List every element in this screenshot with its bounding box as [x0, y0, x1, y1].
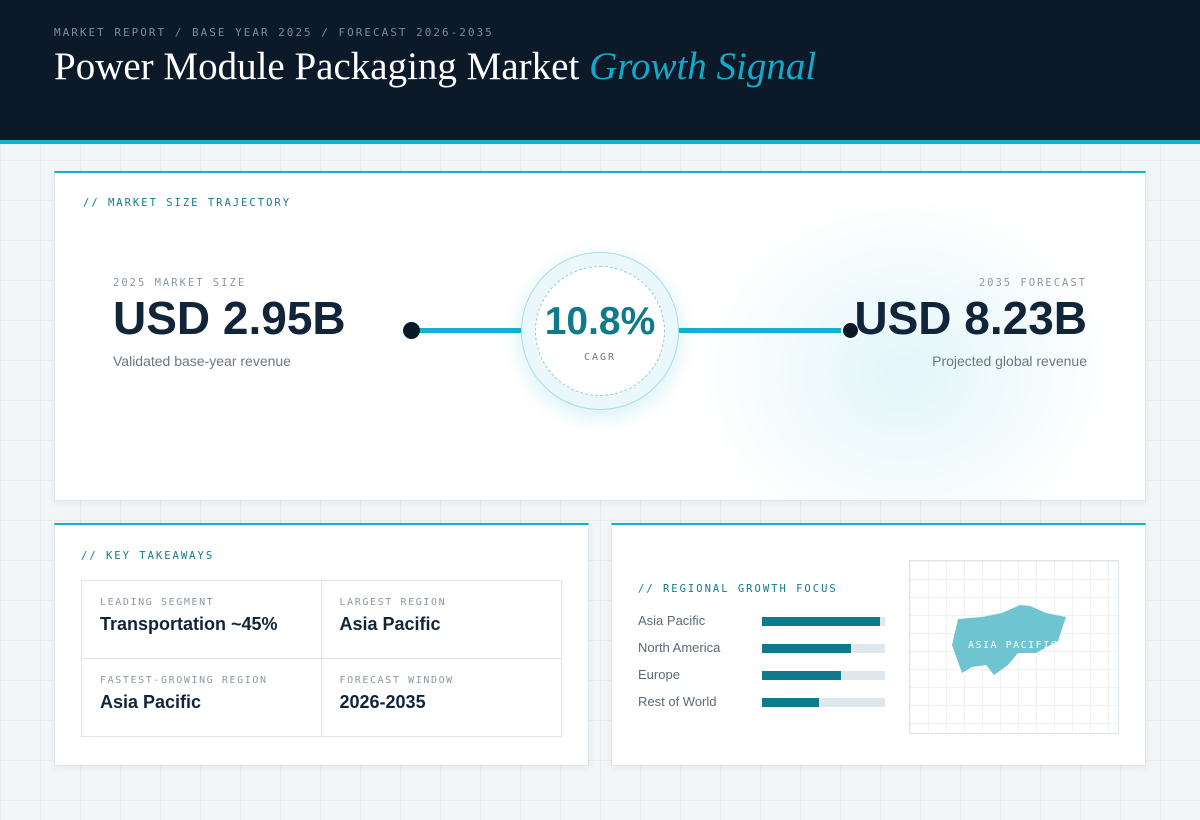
page-title: Power Module Packaging Market Growth Sig… [54, 44, 816, 89]
cagr-label: CAGR [583, 352, 617, 363]
region-bar-label: Rest of World [638, 694, 717, 709]
region-bar-row: Rest of World [638, 692, 888, 719]
asia-pacific-map: ASIA PACIFIC [909, 560, 1119, 734]
cagr-value: 10.8% [544, 300, 656, 343]
takeaway-label: LARGEST REGION [339, 597, 447, 608]
region-bar-row: North America [638, 638, 888, 665]
base-year-block: 2025 MARKET SIZE USD 2.95B Validated bas… [113, 277, 346, 369]
region-bar-fill [762, 644, 851, 653]
trajectory-section-label: // MARKET SIZE TRAJECTORY [83, 197, 292, 209]
region-bar-label: Europe [638, 667, 680, 682]
takeaway-cell-forecast-window: FORECAST WINDOW 2026-2035 [322, 659, 562, 737]
base-year-value: USD 2.95B [113, 292, 346, 344]
takeaway-value: Transportation ~45% [100, 614, 278, 634]
takeaway-value: Asia Pacific [339, 614, 441, 634]
base-year-kicker: 2025 MARKET SIZE [113, 277, 247, 289]
takeaway-value: 2026-2035 [339, 691, 426, 712]
forecast-block: 2035 FORECAST USD 8.23B Projected global… [854, 277, 1087, 369]
key-takeaways-card: // KEY TAKEAWAYS LEADING SEGMENT Transpo… [54, 523, 589, 766]
takeaway-value: Asia Pacific [100, 691, 202, 712]
regional-growth-card: // REGIONAL GROWTH FOCUS Asia Pacific Nor… [611, 523, 1146, 766]
region-bar-label: North America [638, 640, 721, 655]
takeaway-label: FASTEST-GROWING REGION [100, 674, 268, 686]
region-bar-track [762, 644, 885, 653]
forecast-value: USD 8.23B [854, 292, 1087, 344]
region-bar-fill [762, 617, 881, 626]
takeaways-grid: LEADING SEGMENT Transportation ~45% LARG… [81, 580, 562, 737]
region-bar-row: Asia Pacific [638, 611, 888, 638]
takeaways-section-label: // KEY TAKEAWAYS [81, 550, 215, 562]
map-region-label: ASIA PACIFIC [968, 640, 1059, 651]
forecast-caption: Projected global revenue [932, 353, 1087, 369]
forecast-kicker: 2035 FORECAST [978, 277, 1087, 289]
asia-pacific-map-icon [952, 605, 1066, 675]
takeaway-cell-largest-region: LARGEST REGION Asia Pacific [321, 581, 561, 659]
takeaway-cell-leading-segment: LEADING SEGMENT Transportation ~45% [82, 581, 322, 659]
region-bar-track [762, 671, 885, 680]
end-point-dot [841, 321, 860, 340]
market-size-trajectory-card: // MARKET SIZE TRAJECTORY 2025 MARKET SI… [54, 171, 1146, 501]
takeaway-label: LEADING SEGMENT [100, 597, 215, 608]
report-header: MARKET REPORT / BASE YEAR 2025 / FORECAS… [0, 0, 1200, 144]
cagr-badge: 10.8% CAGR [521, 252, 679, 410]
regional-bar-list: Asia Pacific North America Europe Rest of W… [638, 611, 888, 719]
title-accent: Growth Signal [589, 45, 817, 88]
region-bar-track [762, 698, 885, 707]
takeaway-label: FORECAST WINDOW [339, 674, 454, 686]
base-year-caption: Validated base-year revenue [113, 353, 291, 369]
regional-section-label: // REGIONAL GROWTH FOCUS [638, 583, 838, 595]
cagr-inner-circle: 10.8% CAGR [535, 266, 665, 396]
asia-pacific-region-shape [952, 605, 1066, 675]
start-point-dot [403, 322, 420, 339]
region-bar-track [762, 617, 885, 626]
region-bar-label: Asia Pacific [638, 613, 706, 628]
title-main: Power Module Packaging Market [54, 45, 580, 88]
region-bar-fill [762, 698, 819, 707]
region-bar-fill [762, 671, 841, 680]
report-meta: MARKET REPORT / BASE YEAR 2025 / FORECAS… [54, 26, 494, 39]
region-bar-row: Europe [638, 665, 888, 692]
takeaway-cell-fastest-region: FASTEST-GROWING REGION Asia Pacific [82, 658, 322, 736]
